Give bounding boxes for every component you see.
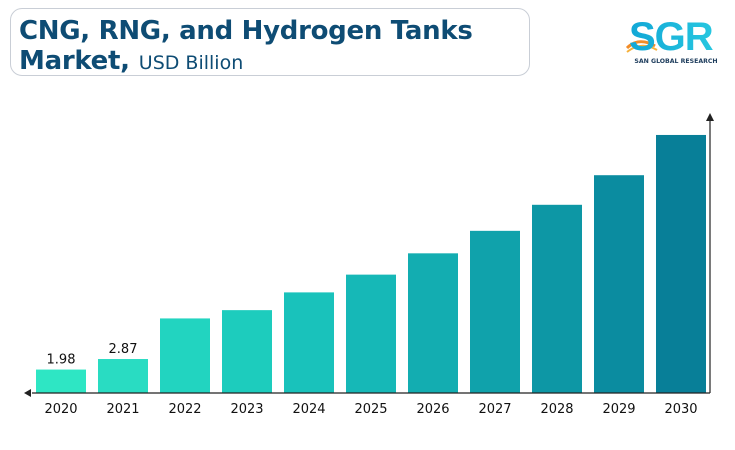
bar-2027 xyxy=(470,230,520,393)
bar-2030 xyxy=(656,134,706,393)
bar-2022 xyxy=(160,318,210,393)
y-axis-arrow-icon xyxy=(706,113,714,121)
bar-2026 xyxy=(408,253,458,393)
bar-2028 xyxy=(532,204,582,393)
chart-title: CNG, RNG, and Hydrogen Tanks xyxy=(19,16,473,46)
x-tick-label: 2027 xyxy=(478,402,511,417)
x-tick-label: 2021 xyxy=(106,402,139,417)
bar-2025 xyxy=(346,274,396,393)
bar-2023 xyxy=(222,310,272,393)
x-tick-label: 2020 xyxy=(44,402,77,417)
x-tick-label: 2025 xyxy=(354,402,387,417)
data-label: 2.87 xyxy=(109,342,138,357)
x-tick-label: 2028 xyxy=(540,402,573,417)
bar-2021 xyxy=(98,359,148,393)
x-tick-label: 2030 xyxy=(664,402,697,417)
x-tick-label: 2023 xyxy=(230,402,263,417)
bar-2020 xyxy=(36,369,86,393)
chart-title-continued: Market, xyxy=(19,46,130,76)
x-tick-label: 2029 xyxy=(602,402,635,417)
chart-title-box: CNG, RNG, and Hydrogen Tanks Market, USD… xyxy=(10,8,530,76)
bar-2024 xyxy=(284,292,334,393)
data-label: 1.98 xyxy=(47,353,76,368)
x-tick-label: 2022 xyxy=(168,402,201,417)
sgr-logo-icon: SGR xyxy=(625,15,715,59)
x-tick-label: 2024 xyxy=(292,402,325,417)
chart-unit: USD Billion xyxy=(138,52,244,74)
logo-name: SAN GLOBAL RESEARCH xyxy=(634,58,718,65)
logo-text: SGR xyxy=(629,15,714,59)
x-axis-arrow-icon xyxy=(24,389,31,397)
x-tick-label: 2026 xyxy=(416,402,449,417)
bar-2029 xyxy=(594,175,644,393)
